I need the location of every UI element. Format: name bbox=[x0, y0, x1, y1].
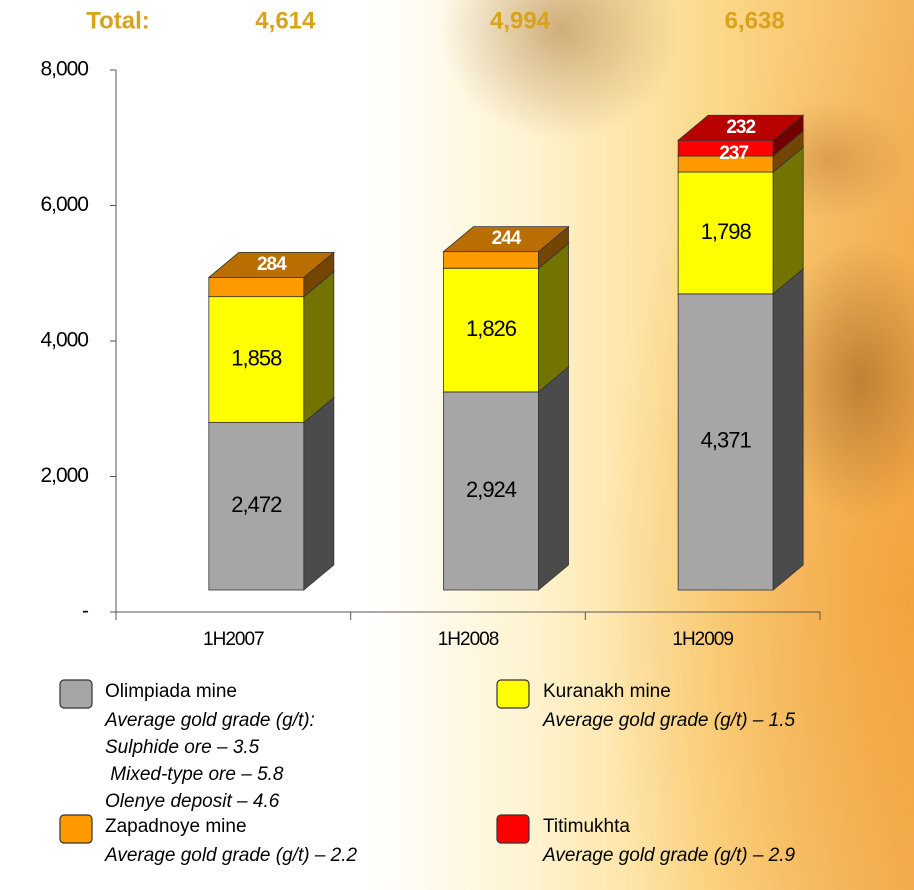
bar-side bbox=[772, 268, 804, 591]
legend-description: Mixed-type ore – 5.8 bbox=[105, 764, 284, 785]
bar-side bbox=[303, 396, 335, 591]
bar bbox=[208, 277, 305, 298]
bar-side bbox=[772, 146, 804, 295]
legend-description: Average gold grade (g/t) – 1.5 bbox=[542, 710, 796, 731]
legend-label: Zapadnoye mine bbox=[105, 816, 247, 837]
bar-top bbox=[442, 226, 570, 253]
value-label: 237 bbox=[719, 143, 748, 164]
value-label: 4,371 bbox=[701, 428, 752, 453]
legend-label: Titimukhta bbox=[543, 816, 630, 837]
value-label: 1,826 bbox=[466, 316, 517, 341]
bar-side bbox=[538, 366, 569, 591]
legend-description: Average gold grade (g/t) – 2.9 bbox=[542, 845, 796, 866]
x-tick-label: 1H2008 bbox=[438, 629, 499, 650]
total-value: 4,614 bbox=[255, 7, 316, 34]
legend-description: Average gold grade (g/t): bbox=[104, 710, 315, 731]
bar bbox=[677, 293, 774, 591]
bar bbox=[443, 267, 539, 393]
value-label: 1,798 bbox=[701, 219, 752, 244]
bar-top bbox=[207, 252, 335, 278]
y-tick-label: 6,000 bbox=[40, 193, 88, 216]
legend-swatch bbox=[496, 814, 530, 844]
x-tick-label: 1H2009 bbox=[672, 629, 733, 650]
bar bbox=[677, 171, 774, 295]
legend-description: Average gold grade (g/t) – 2.2 bbox=[104, 845, 358, 866]
legend-description: Sulphide ore – 3.5 bbox=[105, 737, 260, 758]
value-label: 2,924 bbox=[466, 477, 517, 502]
y-tick-label: 2,000 bbox=[40, 464, 88, 487]
value-label: 2,472 bbox=[231, 492, 282, 517]
value-label: 1,858 bbox=[231, 345, 282, 370]
bar bbox=[443, 251, 539, 269]
bar bbox=[443, 391, 539, 591]
bar-side bbox=[538, 242, 569, 393]
legend-swatch bbox=[59, 679, 93, 709]
total-value: 6,638 bbox=[725, 7, 785, 34]
legend-swatch bbox=[496, 679, 530, 709]
bar-side bbox=[303, 270, 335, 424]
legend-label: Kuranakh mine bbox=[543, 681, 671, 702]
total-label: Total: bbox=[86, 7, 150, 34]
bar bbox=[208, 422, 305, 591]
value-label: 284 bbox=[257, 254, 287, 275]
y-tick-label: - bbox=[82, 600, 89, 623]
total-value: 4,994 bbox=[490, 7, 551, 34]
legend-description: Olenye deposit – 4.6 bbox=[105, 791, 280, 812]
value-label: 244 bbox=[492, 228, 522, 249]
y-tick-label: 4,000 bbox=[40, 329, 88, 352]
legend-swatch bbox=[59, 814, 93, 844]
y-tick-label: 8,000 bbox=[40, 58, 88, 81]
legend-label: Olimpiada mine bbox=[105, 681, 237, 702]
value-label: 232 bbox=[726, 117, 755, 138]
x-tick-label: 1H2007 bbox=[203, 629, 264, 650]
bar-top bbox=[677, 114, 805, 141]
